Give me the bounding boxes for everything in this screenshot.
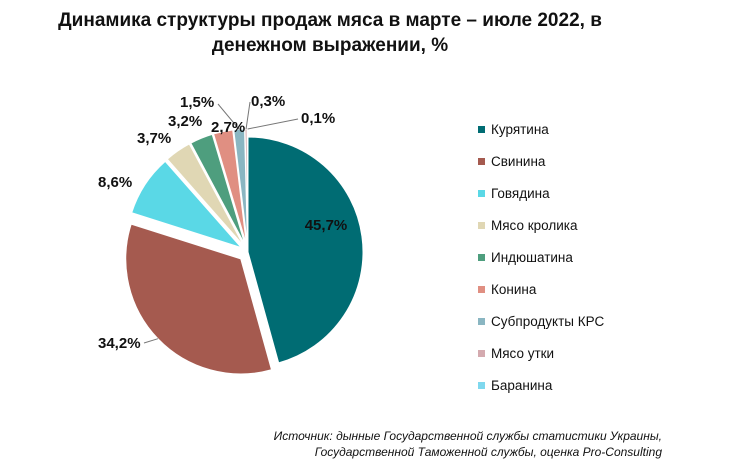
data-label-1: 45,7% [305,217,348,234]
pie-slice-6 [212,129,247,245]
legend-swatch-9 [478,382,485,389]
legend-label-8: Мясо утки [491,346,554,361]
leader-line-8 [245,101,251,130]
legend-swatch-5 [478,254,485,261]
source-note: Источник: дынные Государственной службы … [182,428,662,460]
legend-label-7: Субпродукты КРС [491,314,604,329]
leader-line-9 [247,118,299,130]
legend-label-9: Баранина [491,378,553,393]
leader-line-2 [143,338,159,344]
chart-title: Динамика структуры продаж мяса в марте –… [58,10,602,56]
pie-slice-5 [190,133,246,245]
legend-label-5: Индюшатина [491,250,573,265]
legend-label-2: Свинина [491,154,546,169]
pie-slice-1 [247,136,364,364]
data-label-9: 0,1% [301,110,335,127]
legend-swatch-6 [478,286,485,293]
legend-label-1: Курятина [491,122,549,137]
legend-label-6: Конина [491,282,537,297]
leader-line-7 [217,103,240,130]
legend-swatch-7 [478,318,485,325]
legend-swatch-3 [478,190,485,197]
source-line-2: Государственной Таможенной службы, оценк… [314,445,662,459]
data-label-7: 1,5% [180,94,214,111]
legend-swatch-4 [478,222,485,229]
legend-swatch-8 [478,350,485,357]
data-label-6: 2,7% [211,119,245,136]
data-label-4: 3,7% [137,130,171,147]
legend-swatch-1 [478,126,485,133]
data-label-8: 0,3% [251,93,285,110]
pie-slice-3 [131,160,243,249]
data-label-3: 8,6% [98,174,132,191]
pie-slice-4 [166,143,244,246]
source-line-1: Источник: дынные Государственной службы … [273,429,662,443]
legend-swatch-2 [478,158,485,165]
legend-label-3: Говядина [491,186,550,201]
legend-label-4: Мясо кролика [491,218,578,233]
legend: Курятина Свинина Говядина Мясо кролика Индюш… [478,122,604,393]
data-label-2: 34,2% [98,335,141,352]
data-label-5: 3,2% [168,113,202,130]
